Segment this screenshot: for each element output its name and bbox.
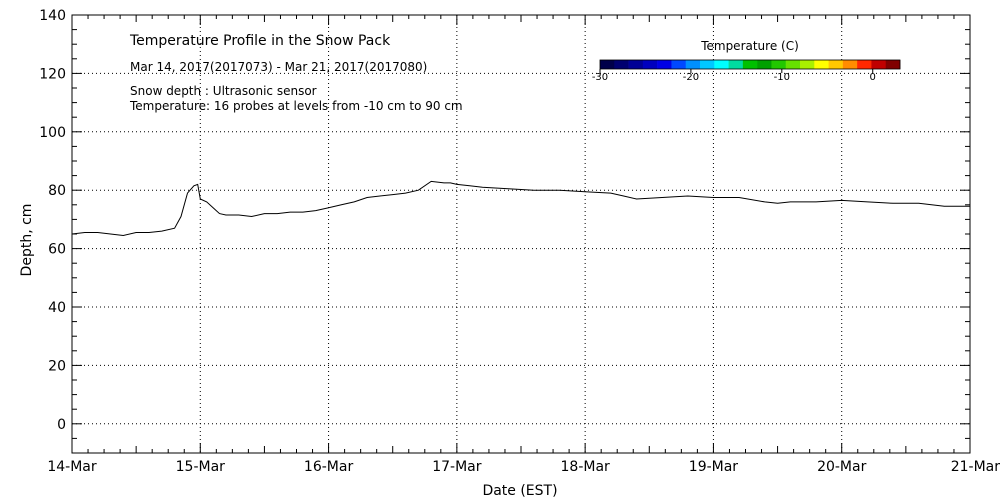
- colorbar-cell: [842, 60, 858, 69]
- plot-frame: [71, 14, 971, 454]
- colorbar-cell: [628, 60, 644, 69]
- colorbar-cell: [657, 60, 672, 69]
- y-tick-label: 0: [57, 417, 66, 433]
- snow-depth-line: [71, 180, 970, 237]
- y-tick-label: 20: [48, 358, 66, 374]
- x-tick-label: 20-Mar: [817, 459, 867, 475]
- grid-lines: [72, 15, 970, 453]
- x-tick-label: 17-Mar: [432, 459, 482, 475]
- y-tick-label: 120: [39, 66, 66, 82]
- colorbar-cell: [642, 60, 658, 69]
- colorbar-cell: [857, 60, 872, 69]
- colorbar-cell: [800, 60, 815, 69]
- y-axis-ticks: 0 20 40 60 80 100 120 140: [39, 8, 970, 454]
- x-tick-label: 15-Mar: [176, 459, 226, 475]
- colorbar-cell: [685, 60, 701, 69]
- colorbar-tick-label: -20: [683, 72, 699, 83]
- colorbar-cell: [700, 60, 715, 69]
- colorbar-ticks: -30 -20 -10 0: [592, 69, 876, 83]
- x-tick-label: 14-Mar: [47, 459, 97, 475]
- annotation-probes: Temperature: 16 probes at levels from -1…: [129, 99, 463, 113]
- y-tick-label: 80: [48, 183, 66, 199]
- y-tick-label: 40: [48, 300, 66, 316]
- chart-title: Temperature Profile in the Snow Pack: [129, 33, 391, 49]
- colorbar-frame: [599, 59, 901, 70]
- x-axis-label: Date (EST): [482, 483, 557, 499]
- colorbar-cell: [742, 60, 758, 69]
- colorbar-tick-label: -10: [774, 72, 790, 83]
- colorbar-cell: [757, 60, 772, 69]
- temperature-colorbar: Temperature (C) -30 -20 -10 0: [592, 39, 901, 83]
- x-axis-ticks: 14-Mar 15-Mar 16-Mar 17-Mar 18-Mar 19-Mar 20-M…: [47, 15, 1000, 475]
- colorbar-cell: [814, 60, 829, 69]
- y-tick-label: 60: [48, 242, 66, 258]
- y-tick-label: 100: [39, 125, 66, 141]
- x-tick-label: 19-Mar: [689, 459, 739, 475]
- x-tick-label: 21-Mar: [951, 459, 1000, 475]
- x-tick-label: 16-Mar: [304, 459, 354, 475]
- colorbar-cell: [885, 60, 901, 69]
- colorbar-title: Temperature (C): [700, 39, 799, 53]
- colorbar-cells: [599, 59, 901, 70]
- colorbar-cell: [871, 60, 887, 69]
- colorbar-cell: [771, 60, 787, 69]
- y-tick-label: 140: [39, 8, 66, 24]
- x-tick-label: 18-Mar: [561, 459, 611, 475]
- colorbar-tick-label: 0: [870, 72, 876, 83]
- colorbar-cell: [671, 60, 687, 69]
- colorbar-cell: [600, 60, 615, 69]
- colorbar-cell: [714, 60, 729, 69]
- chart-subtitle: Mar 14, 2017(2017073) - Mar 21, 2017(201…: [130, 60, 427, 74]
- annotation-sensor: Snow depth : Ultrasonic sensor: [130, 84, 317, 98]
- colorbar-cell: [728, 60, 744, 69]
- colorbar-cell: [785, 60, 801, 69]
- colorbar-cell: [828, 60, 844, 69]
- y-axis-label: Depth, cm: [19, 204, 35, 277]
- colorbar-cell: [614, 60, 629, 69]
- colorbar-tick-label: -30: [592, 72, 608, 83]
